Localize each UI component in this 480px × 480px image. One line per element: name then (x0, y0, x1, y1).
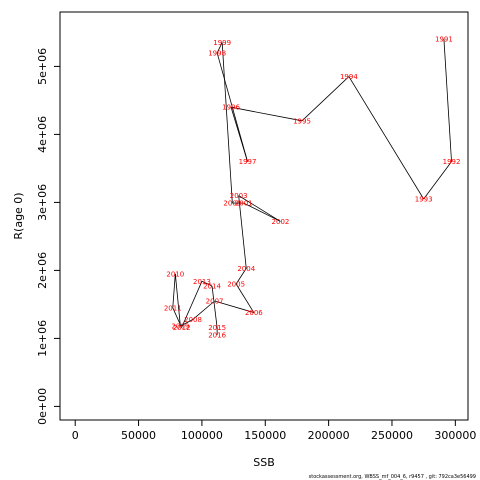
series-segment (172, 273, 176, 308)
x-tick-label: 300000 (434, 429, 476, 442)
x-tick-label: 100000 (181, 429, 223, 442)
year-label-2012: 2012 (173, 324, 191, 332)
y-tick-label: 5e+06 (36, 48, 49, 85)
series-segment (238, 195, 281, 222)
series-segment (201, 280, 213, 287)
series-segment (172, 307, 183, 328)
year-label-1991: 1991 (435, 36, 453, 44)
series-segment (211, 285, 218, 328)
x-tick-label: 150000 (244, 429, 286, 442)
x-tick-label: 0 (72, 429, 79, 442)
series-segment (443, 39, 452, 162)
series-segment (235, 268, 247, 285)
year-label-2007: 2007 (206, 298, 224, 306)
y-tick-label: 2e+06 (36, 252, 49, 289)
year-label-2014: 2014 (203, 283, 221, 291)
year-label-2001: 2001 (235, 200, 253, 208)
series-line (172, 39, 452, 335)
year-label-1993: 1993 (415, 196, 433, 204)
year-label-1995: 1995 (293, 117, 311, 125)
year-label-2002: 2002 (272, 218, 290, 226)
year-label-2009: 2009 (171, 323, 189, 331)
footer-note: stockassessment.org, WBSS_mf_004_6, r945… (309, 474, 476, 480)
series-segment (301, 76, 350, 122)
y-tick-label: 1e+06 (36, 320, 49, 357)
series-segment (214, 300, 254, 313)
series-segment (243, 202, 281, 222)
year-label-2010: 2010 (166, 270, 184, 278)
y-tick-label: 3e+06 (36, 184, 49, 221)
year-label-2013: 2013 (193, 278, 211, 286)
year-label-1994: 1994 (340, 73, 358, 81)
x-tick-label: 250000 (371, 429, 413, 442)
plot-frame (59, 11, 469, 421)
series-segment (174, 273, 181, 327)
year-label-1992: 1992 (443, 158, 461, 166)
year-label-2004: 2004 (237, 265, 255, 273)
year-label-2015: 2015 (208, 324, 226, 332)
series-segment (221, 42, 233, 204)
year-label-1997: 1997 (239, 158, 257, 166)
year-label-1999: 1999 (213, 39, 231, 47)
y-axis-label: R(age 0) (12, 192, 25, 239)
series-segment (216, 52, 248, 162)
series-segment (216, 42, 223, 53)
year-labels: 1991 1992 1993 1994 1995 1996 1997 1998 1999 2000… (164, 36, 461, 340)
year-label-2000: 2000 (223, 200, 241, 208)
x-axis-label: SSB (253, 456, 275, 469)
year-label-2006: 2006 (245, 309, 263, 317)
year-label-2003: 2003 (230, 192, 248, 200)
series-segment (192, 300, 215, 320)
series-segment (230, 106, 303, 122)
year-label-2008: 2008 (184, 316, 202, 324)
year-label-2016: 2016 (208, 332, 226, 340)
x-tick-label: 200000 (308, 429, 350, 442)
axis-ticks: 0 50000 100000 150000 200000 250000 300000 0e+0… (36, 48, 476, 442)
y-tick-label: 0e+00 (36, 388, 49, 425)
series-segment (181, 281, 203, 328)
year-label-1996: 1996 (222, 104, 240, 112)
year-label-1998: 1998 (208, 49, 226, 57)
series-segment (238, 195, 247, 269)
series-segment (235, 283, 255, 313)
series-segment (348, 76, 424, 200)
year-label-2011: 2011 (164, 304, 182, 312)
year-label-2005: 2005 (227, 281, 245, 289)
series-segment (423, 161, 452, 200)
y-tick-label: 4e+06 (36, 116, 49, 153)
x-tick-label: 50000 (121, 429, 156, 442)
